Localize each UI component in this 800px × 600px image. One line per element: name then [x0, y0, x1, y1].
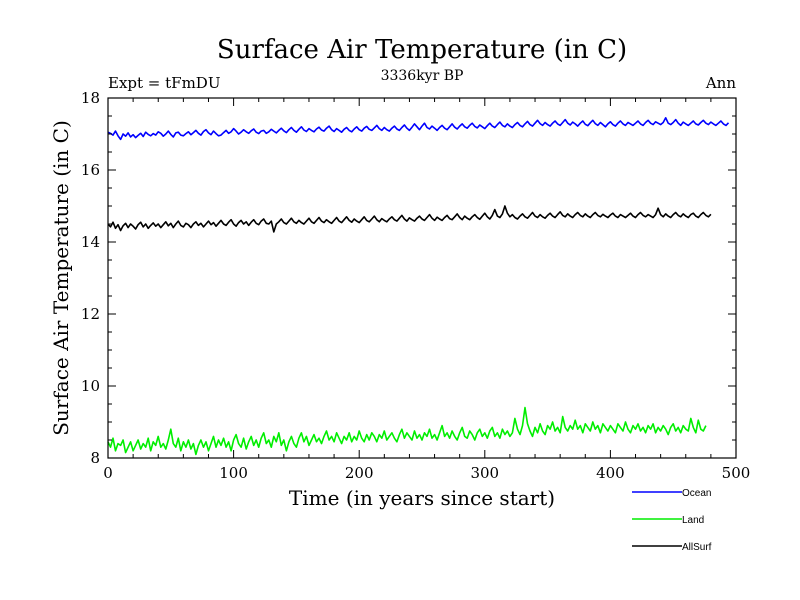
legend-label: Land	[682, 515, 704, 526]
legend-item-allsurf: AllSurf	[632, 542, 712, 553]
experiment-label: Expt = tFmDU	[108, 74, 220, 92]
y-axis-label: Surface Air Temperature (in C)	[49, 120, 73, 436]
y-tick-label: 10	[81, 377, 100, 395]
legend-item-ocean: Ocean	[632, 488, 711, 499]
x-tick-label: 300	[470, 464, 499, 482]
x-tick-label: 400	[596, 464, 625, 482]
x-tick-label: 500	[722, 464, 751, 482]
season-label: Ann	[705, 74, 736, 92]
y-tick-label: 12	[81, 305, 100, 323]
legend-item-land: Land	[632, 515, 704, 526]
x-tick-label: 0	[103, 464, 113, 482]
chart-subtitle: 3336kyr BP	[381, 68, 464, 84]
x-tick-label: 100	[219, 464, 248, 482]
chart-title: Surface Air Temperature (in C)	[217, 35, 627, 65]
y-tick-label: 16	[81, 161, 100, 179]
plot-lines	[107, 117, 730, 456]
y-tick-label: 14	[81, 233, 100, 251]
legend-label: Ocean	[682, 488, 711, 499]
series-line-land	[107, 406, 707, 456]
axis-ticks: 0 100 200 300 400 500 8 10 12 14 16 18	[81, 89, 750, 482]
x-axis-label: Time (in years since start)	[289, 486, 555, 510]
y-tick-label: 18	[81, 89, 100, 107]
x-tick-label: 200	[345, 464, 374, 482]
legend: Ocean Land AllSurf	[632, 488, 712, 553]
series-line-allsurf	[107, 205, 712, 233]
plot-frame	[107, 97, 737, 459]
legend-label: AllSurf	[682, 542, 712, 553]
series-line-ocean	[107, 117, 730, 141]
y-tick-label: 8	[90, 449, 100, 467]
